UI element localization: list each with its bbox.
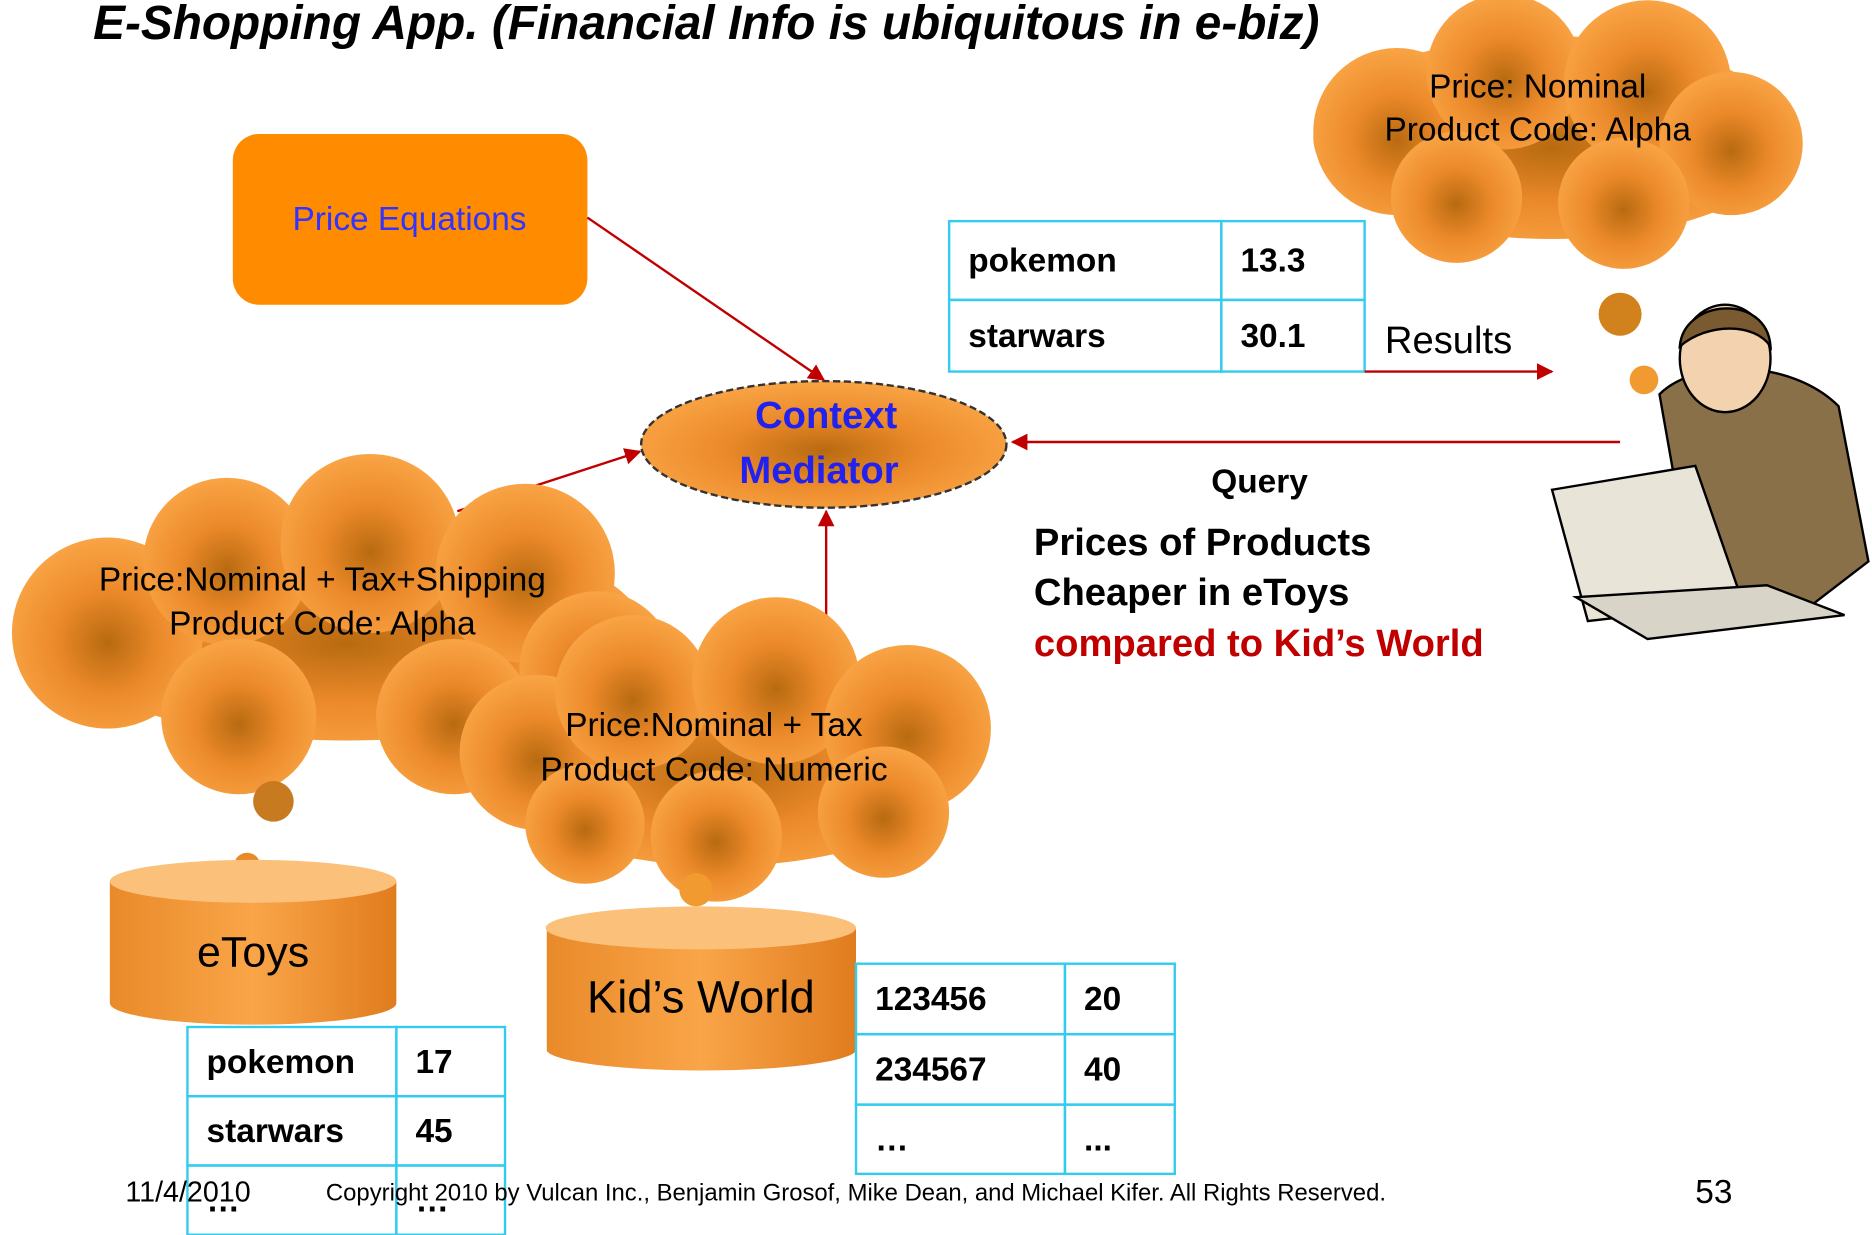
table-text: … bbox=[415, 1182, 448, 1219]
query-label: Query bbox=[1211, 464, 1308, 501]
kidsworld-context-line: Product Code: Numeric bbox=[540, 751, 887, 788]
mediator-label: Mediator bbox=[739, 449, 898, 492]
table-text: starwars bbox=[968, 318, 1105, 355]
price-equations-box bbox=[232, 133, 588, 305]
user-figure bbox=[1550, 303, 1870, 641]
user-context-line: Price: Nominal bbox=[1429, 68, 1646, 105]
page-number: 53 bbox=[1695, 1174, 1732, 1211]
table-text: 20 bbox=[1084, 981, 1121, 1018]
table-text: 45 bbox=[415, 1113, 452, 1150]
etoys-label: eToys bbox=[197, 929, 309, 977]
table-text: ... bbox=[1084, 1121, 1112, 1158]
kidsworld-table: 123456 20 234567 40 …... bbox=[854, 962, 1176, 1176]
etoys-db bbox=[109, 859, 397, 1025]
table-text: 13.3 bbox=[1240, 243, 1305, 280]
user-cloud bbox=[1313, 0, 1803, 269]
table-text: 40 bbox=[1084, 1052, 1121, 1089]
table-text: starwars bbox=[207, 1113, 344, 1150]
title: E-Shopping App. (Financial Info is ubiqu… bbox=[93, 0, 1319, 50]
table-text: 234567 bbox=[875, 1052, 986, 1089]
table-text: … bbox=[875, 1121, 908, 1158]
arrow bbox=[586, 216, 826, 381]
table-text: pokemon bbox=[968, 243, 1117, 280]
query-text: Cheaper in eToys bbox=[1034, 571, 1349, 614]
etoys-context-line: Product Code: Alpha bbox=[169, 606, 476, 643]
table-text: 30.1 bbox=[1240, 318, 1305, 355]
mediator-label: Context bbox=[755, 394, 897, 437]
table-cell bbox=[1220, 298, 1366, 373]
thought-bubble bbox=[1629, 365, 1659, 395]
etoys-table: pokemon 17 starwars 45 … … bbox=[186, 1025, 507, 1235]
table-text: 123456 bbox=[875, 981, 986, 1018]
results-label: Results bbox=[1385, 319, 1512, 362]
kidsworld-label: Kid’s World bbox=[587, 972, 815, 1023]
footer-copyright: Copyright 2010 by Vulcan Inc., Benjamin … bbox=[326, 1179, 1386, 1206]
kidsworld-cloud bbox=[459, 597, 991, 902]
table-text: … bbox=[207, 1182, 240, 1219]
thought-bubble bbox=[1598, 292, 1642, 336]
kidsworld-context-line: Price:Nominal + Tax bbox=[565, 707, 863, 744]
footer-date: 11/4/2010 bbox=[125, 1177, 250, 1209]
query-text: compared to Kid’s World bbox=[1034, 622, 1484, 665]
thought-bubble bbox=[253, 781, 294, 822]
query-text: Prices of Products bbox=[1034, 521, 1371, 564]
kidsworld-db bbox=[545, 906, 857, 1071]
price-equations-label: Price Equations bbox=[293, 201, 527, 238]
table-text: 17 bbox=[415, 1044, 452, 1081]
table-text: pokemon bbox=[207, 1044, 356, 1081]
mediator bbox=[639, 379, 1008, 509]
etoys-context-line: Price:Nominal + Tax+Shipping bbox=[99, 562, 546, 599]
thought-bubble bbox=[679, 872, 713, 907]
table-cell bbox=[1063, 1103, 1176, 1176]
results-table: pokemon 13.3 starwars 30.1 bbox=[947, 219, 1366, 373]
user-context-line: Product Code: Alpha bbox=[1384, 111, 1691, 148]
